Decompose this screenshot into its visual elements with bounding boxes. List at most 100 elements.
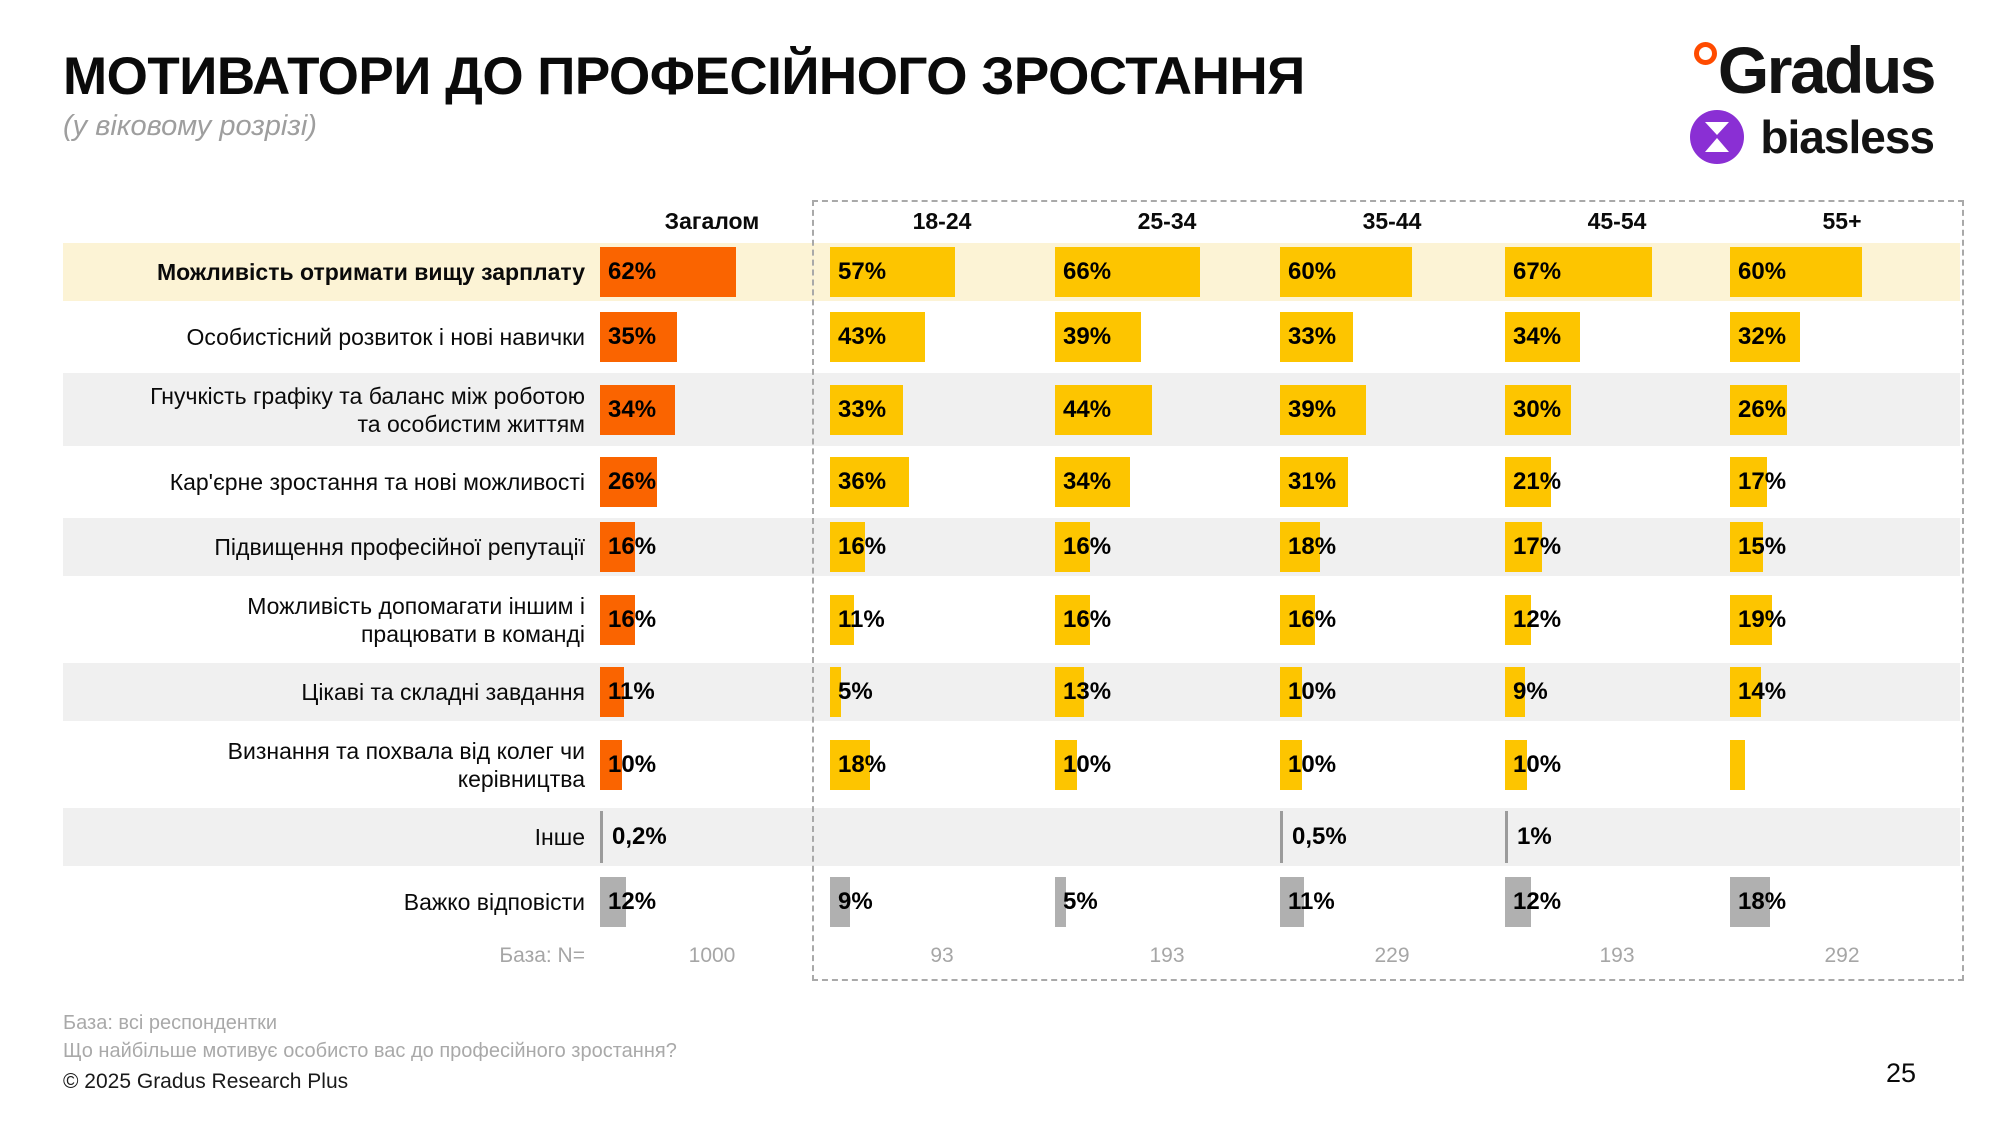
base-count: 193 [1599,944,1635,967]
bar [1280,247,1412,297]
bar-value-label: 34% [608,395,657,423]
gradus-logo: Gradus [1693,34,1937,106]
bar-value-label: 10% [1288,678,1337,705]
column-header: 55+ [1822,208,1862,234]
bar [1280,594,1315,645]
bar [1055,667,1084,717]
bar-value-label: 60% [1738,258,1787,285]
row-label: Підвищення професійної репутації [214,534,585,560]
page-subtitle: (у віковому розрізі) [63,110,317,142]
bar-value-label: 35% [608,323,657,350]
bar-value-label: 16% [1063,533,1112,560]
column-header: 35-44 [1362,208,1422,234]
bar-value-label: 19% [1738,605,1787,633]
bar-value-label: 17% [1513,533,1562,560]
table-row: Гнучкість графіку та баланс між роботою т… [63,373,1960,446]
bar-value-label: 16% [608,533,657,560]
bar-value-label: 16% [838,533,887,560]
table-row: Важко відповісти 12% 9% 5% 11% 12% 18% [63,873,1960,931]
column-header: 25-34 [1137,208,1197,234]
row-label: Важко відповісти [403,889,585,915]
bar-value-label: 36% [838,468,887,495]
question-note: Що найбільше мотивує особисто вас до про… [63,1040,677,1062]
bar-value-label: 26% [608,468,657,495]
bar [1505,247,1652,297]
bar-value-label: 16% [1288,605,1337,633]
bar [1505,739,1527,790]
bar-value-label: 16% [1063,605,1112,633]
table-row: Можливість отримати вищу зарплату 62% 57% 6… [63,243,1960,301]
bar [1280,811,1283,863]
page-number: 25 [1885,1058,1916,1088]
bar-value-label: 5% [1063,888,1098,915]
table-row: Можливість допомагати іншим і працювати в… [63,583,1960,656]
bar-value-label: 31% [1288,468,1337,495]
biasless-logo: biasless [1690,110,1935,164]
bar [1505,384,1571,435]
bar-value-label: 12% [1513,888,1562,915]
bar-value-label: 33% [1288,323,1337,350]
bar-value-label: 43% [838,323,887,350]
base-count: 1000 [688,944,736,967]
bar-value-label: 60% [1288,258,1337,285]
column-header: 45-54 [1587,208,1647,234]
bar-value-label: 10% [1288,750,1337,778]
bar [1055,739,1077,790]
bar [600,312,677,362]
table-row: Інше 0,2% 0,5% 1% [63,808,1960,866]
bar-value-label: 34% [1063,468,1112,495]
bar-value-label: 12% [608,888,657,915]
row-label: Можливість отримати вищу зарплату [156,259,585,285]
bar [600,739,622,790]
bar-value-label: 67% [1513,258,1562,285]
bar-value-label: 0,2% [612,823,667,850]
bar [1280,667,1302,717]
table-row: Визнання та похвала від колег чи керівниц… [63,728,1960,801]
bar-value-label: 44% [1063,395,1112,423]
column-header: Загалом [664,208,760,234]
column-header: 18-24 [912,208,972,234]
bar [600,522,635,572]
table-row: Кар'єрне зростання та нові можливості 26%… [63,453,1960,511]
bar [1505,522,1542,572]
bar [1730,312,1800,362]
chart-rows: Можливість отримати вищу зарплату 62% 57% 6… [63,243,1960,938]
bar [1280,522,1320,572]
bar [830,522,865,572]
bar-value-label: 10% [1063,750,1112,778]
bar [1505,312,1580,362]
bar [1055,457,1130,507]
biasless-logo-text: biasless [1760,111,1935,163]
table-row: Підвищення професійної репутації 16% 16% 16… [63,518,1960,576]
bar [600,384,675,435]
bar-value-label: 18% [1288,533,1337,560]
bar-value-label: 9% [1513,678,1548,705]
bar [1280,384,1366,435]
bar [1280,457,1348,507]
bar [1730,739,1745,790]
bar-value-label: 18% [838,750,887,778]
bar [600,457,657,507]
bar [1505,457,1551,507]
bar [1505,594,1531,645]
gradus-ring-icon [1693,42,1717,65]
bar-value-label: 18% [1738,888,1787,915]
bar-value-label: 57% [838,258,887,285]
bar [830,457,909,507]
bar-value-label: 13% [1063,678,1112,705]
row-label: Інше [534,824,585,850]
bar [1055,594,1090,645]
bar-value-label: 11% [608,678,655,705]
bar-value-label: 11% [1288,888,1335,915]
bar [1055,384,1152,435]
bar [830,247,955,297]
bar [1730,877,1770,927]
base-count: 193 [1149,944,1185,967]
bar-value-label: 12% [1513,605,1562,633]
bar-value-label: 5% [838,678,873,705]
table-row: Особистісний розвиток і нові навички 35% 4… [63,308,1960,366]
bar-value-label: 62% [608,258,657,285]
bar [1055,247,1200,297]
bar-value-label: 30% [1513,395,1562,423]
